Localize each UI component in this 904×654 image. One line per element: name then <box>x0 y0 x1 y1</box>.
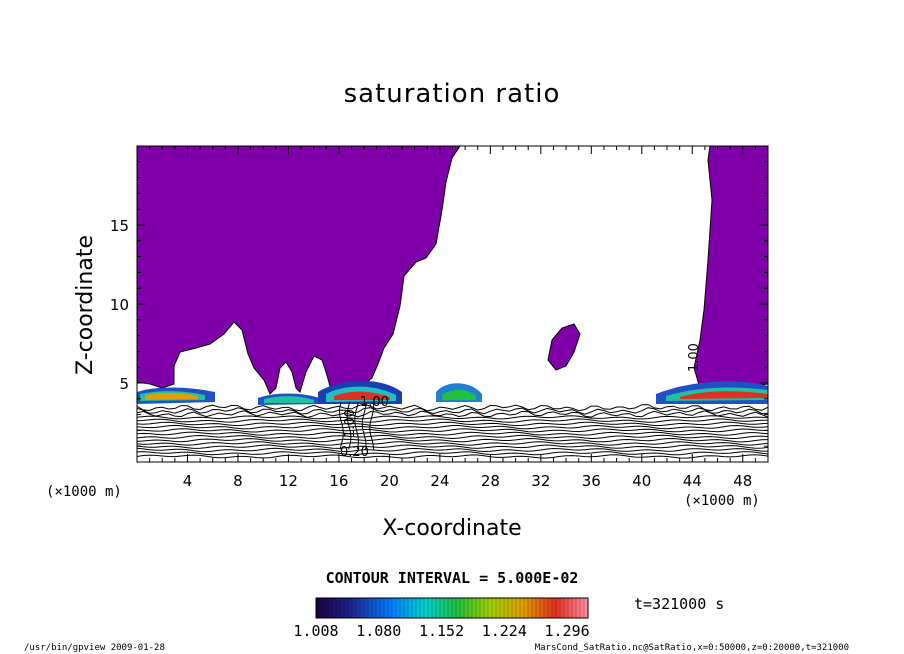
y-axis-title: Z-coordinate <box>73 235 98 375</box>
colorbar-tick-label: 1.224 <box>482 622 527 640</box>
x-tick-label: 48 <box>733 472 752 490</box>
y-tick-label: 10 <box>110 296 129 314</box>
low-level-cloud-bands <box>137 380 768 405</box>
colorbar-tick-label: 1.152 <box>419 622 464 640</box>
y-axis-ticks: 5 10 15 <box>110 161 768 447</box>
supersaturated-blob <box>547 323 581 371</box>
plot-area: 1.00 0.20 1.00 1.00 <box>137 146 768 462</box>
contour-line <box>137 428 768 433</box>
contour-line-vertical <box>346 401 352 450</box>
contour-line <box>137 424 768 430</box>
contour-line <box>137 421 768 427</box>
x-tick-label: 44 <box>683 472 702 490</box>
footer-left: /usr/bin/gpview 2009-01-28 <box>24 643 165 653</box>
colorbar-tick-label: 1.008 <box>293 622 338 640</box>
y-tick-label: 15 <box>110 217 129 235</box>
contour-lines <box>137 401 768 459</box>
x-tick-label: 20 <box>380 472 399 490</box>
contour-line <box>137 447 768 453</box>
contour-interval-label: CONTOUR INTERVAL = 5.000E-02 <box>326 569 579 587</box>
x-axis-title: X-coordinate <box>382 516 521 541</box>
colorbar-tick-label: 1.296 <box>544 622 589 640</box>
contour-line <box>137 434 768 440</box>
x-tick-label: 8 <box>233 472 243 490</box>
contour-line-vertical <box>339 401 344 450</box>
contour-line-vertical <box>354 401 359 450</box>
x-tick-label: 12 <box>279 472 298 490</box>
y-tick-label: 5 <box>119 375 129 393</box>
x-axis-ticks: 4 8 12 16 20 24 28 32 36 40 44 48 <box>149 146 756 490</box>
contour-label-right: 1.00 <box>687 343 702 372</box>
colorbar-tick-label: 1.080 <box>356 622 401 640</box>
contour-label-upper: 1.00 <box>360 395 389 410</box>
contour-line <box>137 415 768 420</box>
contour-line <box>137 407 768 415</box>
footer-right: MarsCond_SatRatio.nc@SatRatio,x=0:50000,… <box>535 643 849 653</box>
x-tick-label: 16 <box>329 472 348 490</box>
x-unit-label: (×1000 m) <box>46 484 122 500</box>
contour-label-lower: 0.20 <box>340 445 369 460</box>
contour-line <box>137 441 768 446</box>
contour-line-vertical <box>369 401 375 450</box>
time-label: t=321000 s <box>634 595 724 613</box>
chart-title: saturation ratio <box>344 79 561 109</box>
supersaturated-region-right <box>693 146 768 391</box>
y-unit-label: (×1000 m) <box>684 493 760 509</box>
colorbar-gradient <box>315 597 589 619</box>
supersaturated-region-left <box>137 146 461 395</box>
x-tick-label: 40 <box>632 472 651 490</box>
contour-line <box>137 418 768 423</box>
contour-line <box>137 451 768 456</box>
x-tick-label: 28 <box>481 472 500 490</box>
contour-line <box>137 437 768 443</box>
contour-line <box>137 403 768 412</box>
colorbar-ticks: 1.008 1.080 1.152 1.224 1.296 <box>293 622 589 640</box>
contour-line <box>137 444 768 449</box>
contour-label-mid: 1.00 <box>343 409 358 438</box>
x-tick-label: 32 <box>531 472 550 490</box>
colorbar-stripes <box>319 598 585 618</box>
contour-line <box>137 454 768 459</box>
contour-line <box>137 431 768 436</box>
x-tick-label: 24 <box>430 472 449 490</box>
x-tick-label: 4 <box>183 472 193 490</box>
x-tick-label: 36 <box>582 472 601 490</box>
contour-line-vertical <box>361 401 367 450</box>
contour-line <box>137 410 768 419</box>
colorbar: 1.008 1.080 1.152 1.224 1.296 <box>293 597 590 640</box>
